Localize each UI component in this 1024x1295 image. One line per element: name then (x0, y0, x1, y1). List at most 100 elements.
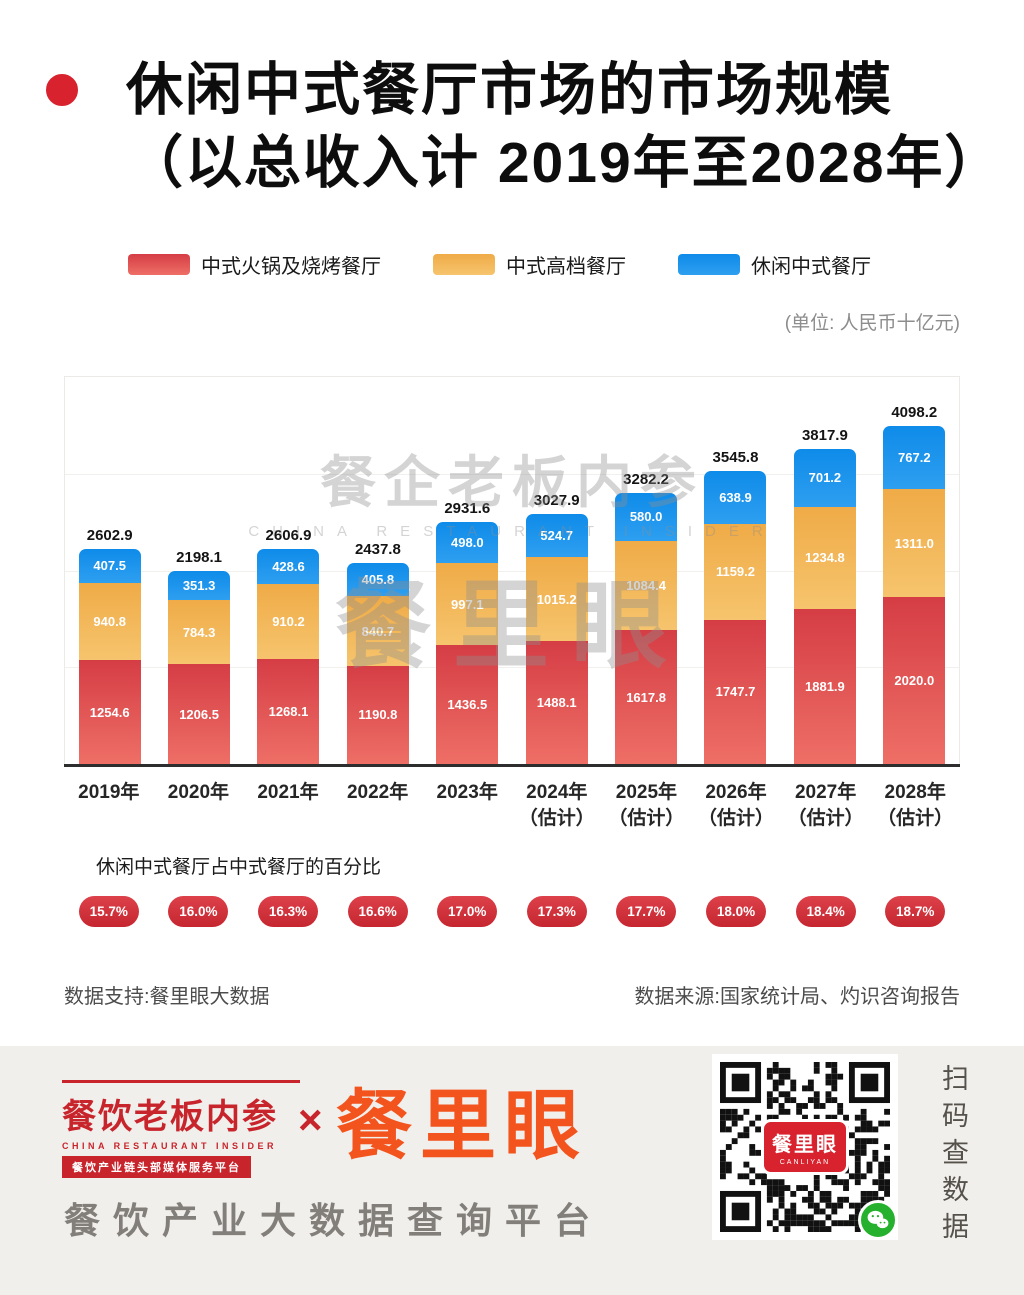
percent-pills-row: 15.7% 16.0% 16.3% 16.6% 17.0% 17.3% 17.7% 18.0%… (64, 896, 960, 927)
bar-total-label: 3545.8 (712, 449, 759, 467)
page-title: 休闲中式餐厅市场的市场规模 （以总收入计 2019年至2028年） (126, 54, 1003, 200)
percent-pill: 17.0% (437, 896, 498, 927)
x-axis-label: 2028年 （估计） (877, 782, 954, 829)
percent-pill: 17.7% (616, 896, 677, 927)
bar-column: 2931.6 498.0 997.1 1436.5 (423, 377, 512, 764)
percent-pill: 18.4% (795, 896, 856, 927)
bars-container: 2602.9 407.5 940.8 1254.6 2198.1 351.3 784.3 12… (65, 377, 959, 764)
bar-segment-casual: 638.9 (704, 471, 767, 525)
stacked-bar: 405.8 840.7 1190.8 (346, 562, 409, 764)
percent-pill-cell: 15.7% (78, 896, 139, 927)
bar-total-label: 2437.8 (354, 540, 401, 558)
bar-total-label: 2606.9 (265, 526, 312, 544)
stacked-bar: 428.6 910.2 1268.1 (257, 548, 320, 764)
x-axis-label: 2027年 （估计） (787, 782, 864, 829)
qr-center-badge: 餐里眼 CANLIYAN (761, 1119, 849, 1175)
legend-item-2: 休闲中式餐厅 (678, 250, 871, 279)
data-origin-text: 数据来源:国家统计局、灼识咨询报告 (634, 986, 960, 1008)
bar-column: 3545.8 638.9 1159.2 1747.7 (691, 377, 780, 764)
bar-segment-casual: 524.7 (525, 514, 588, 558)
bar-segment-highend: 1311.0 (883, 489, 946, 598)
bar-segment-hotpot-bbq: 1436.5 (436, 645, 499, 764)
cross-separator: × (298, 1096, 323, 1143)
brand-subtitle-en: CHINA RESTAURANT INSIDER (62, 1141, 278, 1151)
bar-segment-highend: 840.7 (346, 596, 409, 666)
bar-segment-highend: 997.1 (436, 563, 499, 646)
percent-pill: 16.6% (347, 896, 408, 927)
bar-column: 3027.9 524.7 1015.2 1488.1 (512, 377, 601, 764)
brand-name: 餐饮老板内参 (62, 1098, 278, 1136)
bar-segment-hotpot-bbq: 2020.0 (883, 597, 946, 764)
qr-badge-en: CANLIYAN (779, 1159, 831, 1166)
qr-badge-cn: 餐里眼 (772, 1134, 838, 1156)
bar-segment-casual: 407.5 (78, 549, 141, 583)
bar-segment-hotpot-bbq: 1617.8 (615, 630, 678, 764)
bar-segment-hotpot-bbq: 1206.5 (168, 664, 231, 764)
title-ring-icon (46, 74, 78, 106)
bar-segment-casual: 498.0 (436, 522, 499, 564)
footer: 餐饮老板内参 CHINA RESTAURANT INSIDER 餐饮产业链头部媒… (0, 1046, 1024, 1295)
x-axis-line (64, 764, 960, 767)
percent-pill: 18.7% (885, 896, 946, 927)
legend-swatch (433, 254, 495, 275)
stacked-bar: 498.0 997.1 1436.5 (436, 522, 499, 764)
scan-hint: 扫码查数据 (938, 1064, 968, 1249)
bar-segment-casual: 701.2 (793, 448, 856, 507)
bar-total-label: 3817.9 (801, 426, 848, 444)
percent-pill: 16.0% (168, 896, 229, 927)
qr-code: 餐里眼 CANLIYAN (712, 1054, 898, 1240)
legend-item-1: 中式高档餐厅 (433, 250, 626, 279)
stacked-bar: 524.7 1015.2 1488.1 (525, 514, 588, 764)
bar-segment-highend: 1015.2 (525, 557, 588, 642)
chart-plot-area: 2602.9 407.5 940.8 1254.6 2198.1 351.3 784.3 12… (64, 376, 960, 764)
bar-segment-casual: 351.3 (168, 570, 231, 600)
bar-column: 3282.2 580.0 1084.4 1617.8 (601, 377, 690, 764)
percent-pill-cell: 16.6% (347, 896, 408, 927)
gridline (65, 667, 959, 669)
bar-segment-highend: 910.2 (257, 584, 320, 660)
bar-segment-hotpot-bbq: 1190.8 (346, 665, 409, 764)
bar-segment-hotpot-bbq: 1268.1 (257, 659, 320, 764)
platform-tagline: 餐饮产业大数据查询平台 (64, 1200, 604, 1241)
bar-segment-casual: 405.8 (346, 562, 409, 597)
legend-label: 休闲中式餐厅 (751, 256, 871, 278)
bar-total-label: 2931.6 (444, 500, 491, 518)
stacked-bar: 407.5 940.8 1254.6 (78, 549, 141, 764)
percent-pill-cell: 18.7% (885, 896, 946, 927)
bar-total-label: 3027.9 (533, 492, 580, 510)
percent-pill-cell: 18.0% (705, 896, 766, 927)
bar-column: 2198.1 351.3 784.3 1206.5 (154, 377, 243, 764)
bar-column: 2437.8 405.8 840.7 1190.8 (333, 377, 422, 764)
x-axis-label: 2020年 (167, 782, 230, 803)
legend-swatch (678, 254, 740, 275)
x-axis-label: 2026年 （估计） (697, 782, 774, 829)
bar-segment-hotpot-bbq: 1488.1 (525, 641, 588, 764)
bar-total-label: 2602.9 (86, 527, 133, 545)
data-support-text: 数据支持:餐里眼大数据 (64, 986, 270, 1008)
stacked-bar: 351.3 784.3 1206.5 (168, 570, 231, 764)
source-row: 数据支持:餐里眼大数据 数据来源:国家统计局、灼识咨询报告 (64, 980, 960, 1009)
bar-segment-hotpot-bbq: 1254.6 (78, 660, 141, 764)
bar-segment-casual: 428.6 (257, 548, 320, 585)
stacked-bar: 580.0 1084.4 1617.8 (615, 493, 678, 764)
bar-total-label: 3282.2 (623, 471, 670, 489)
chart-legend: 中式火锅及烧烤餐厅 中式高档餐厅 休闲中式餐厅 (128, 250, 871, 279)
legend-swatch (128, 254, 190, 275)
percent-pill-cell: 17.0% (437, 896, 498, 927)
bar-segment-casual: 767.2 (883, 425, 946, 490)
brand-tagline: 餐饮产业链头部媒体服务平台 (62, 1156, 251, 1178)
bar-column: 4098.2 767.2 1311.0 2020.0 (870, 377, 959, 764)
percent-pill: 16.3% (257, 896, 318, 927)
bar-segment-highend: 940.8 (78, 582, 141, 661)
bar-segment-highend: 1234.8 (793, 506, 856, 609)
title-line2: （以总收入计 2019年至2028年） (126, 130, 1004, 195)
stacked-bar: 638.9 1159.2 1747.7 (704, 471, 767, 764)
bar-column: 3817.9 701.2 1234.8 1881.9 (780, 377, 869, 764)
percent-section-title: 休闲中式餐厅占中式餐厅的百分比 (96, 857, 382, 878)
percent-pill-cell: 16.0% (168, 896, 229, 927)
x-axis-labels: 2019年 2020年 2021年 2022年 2023年 2024年 （估计） 2025年（… (64, 780, 960, 831)
x-axis-label: 2022年 (346, 782, 409, 803)
legend-label: 中式火锅及烧烤餐厅 (201, 256, 381, 278)
x-axis-label: 2023年 (436, 782, 498, 803)
